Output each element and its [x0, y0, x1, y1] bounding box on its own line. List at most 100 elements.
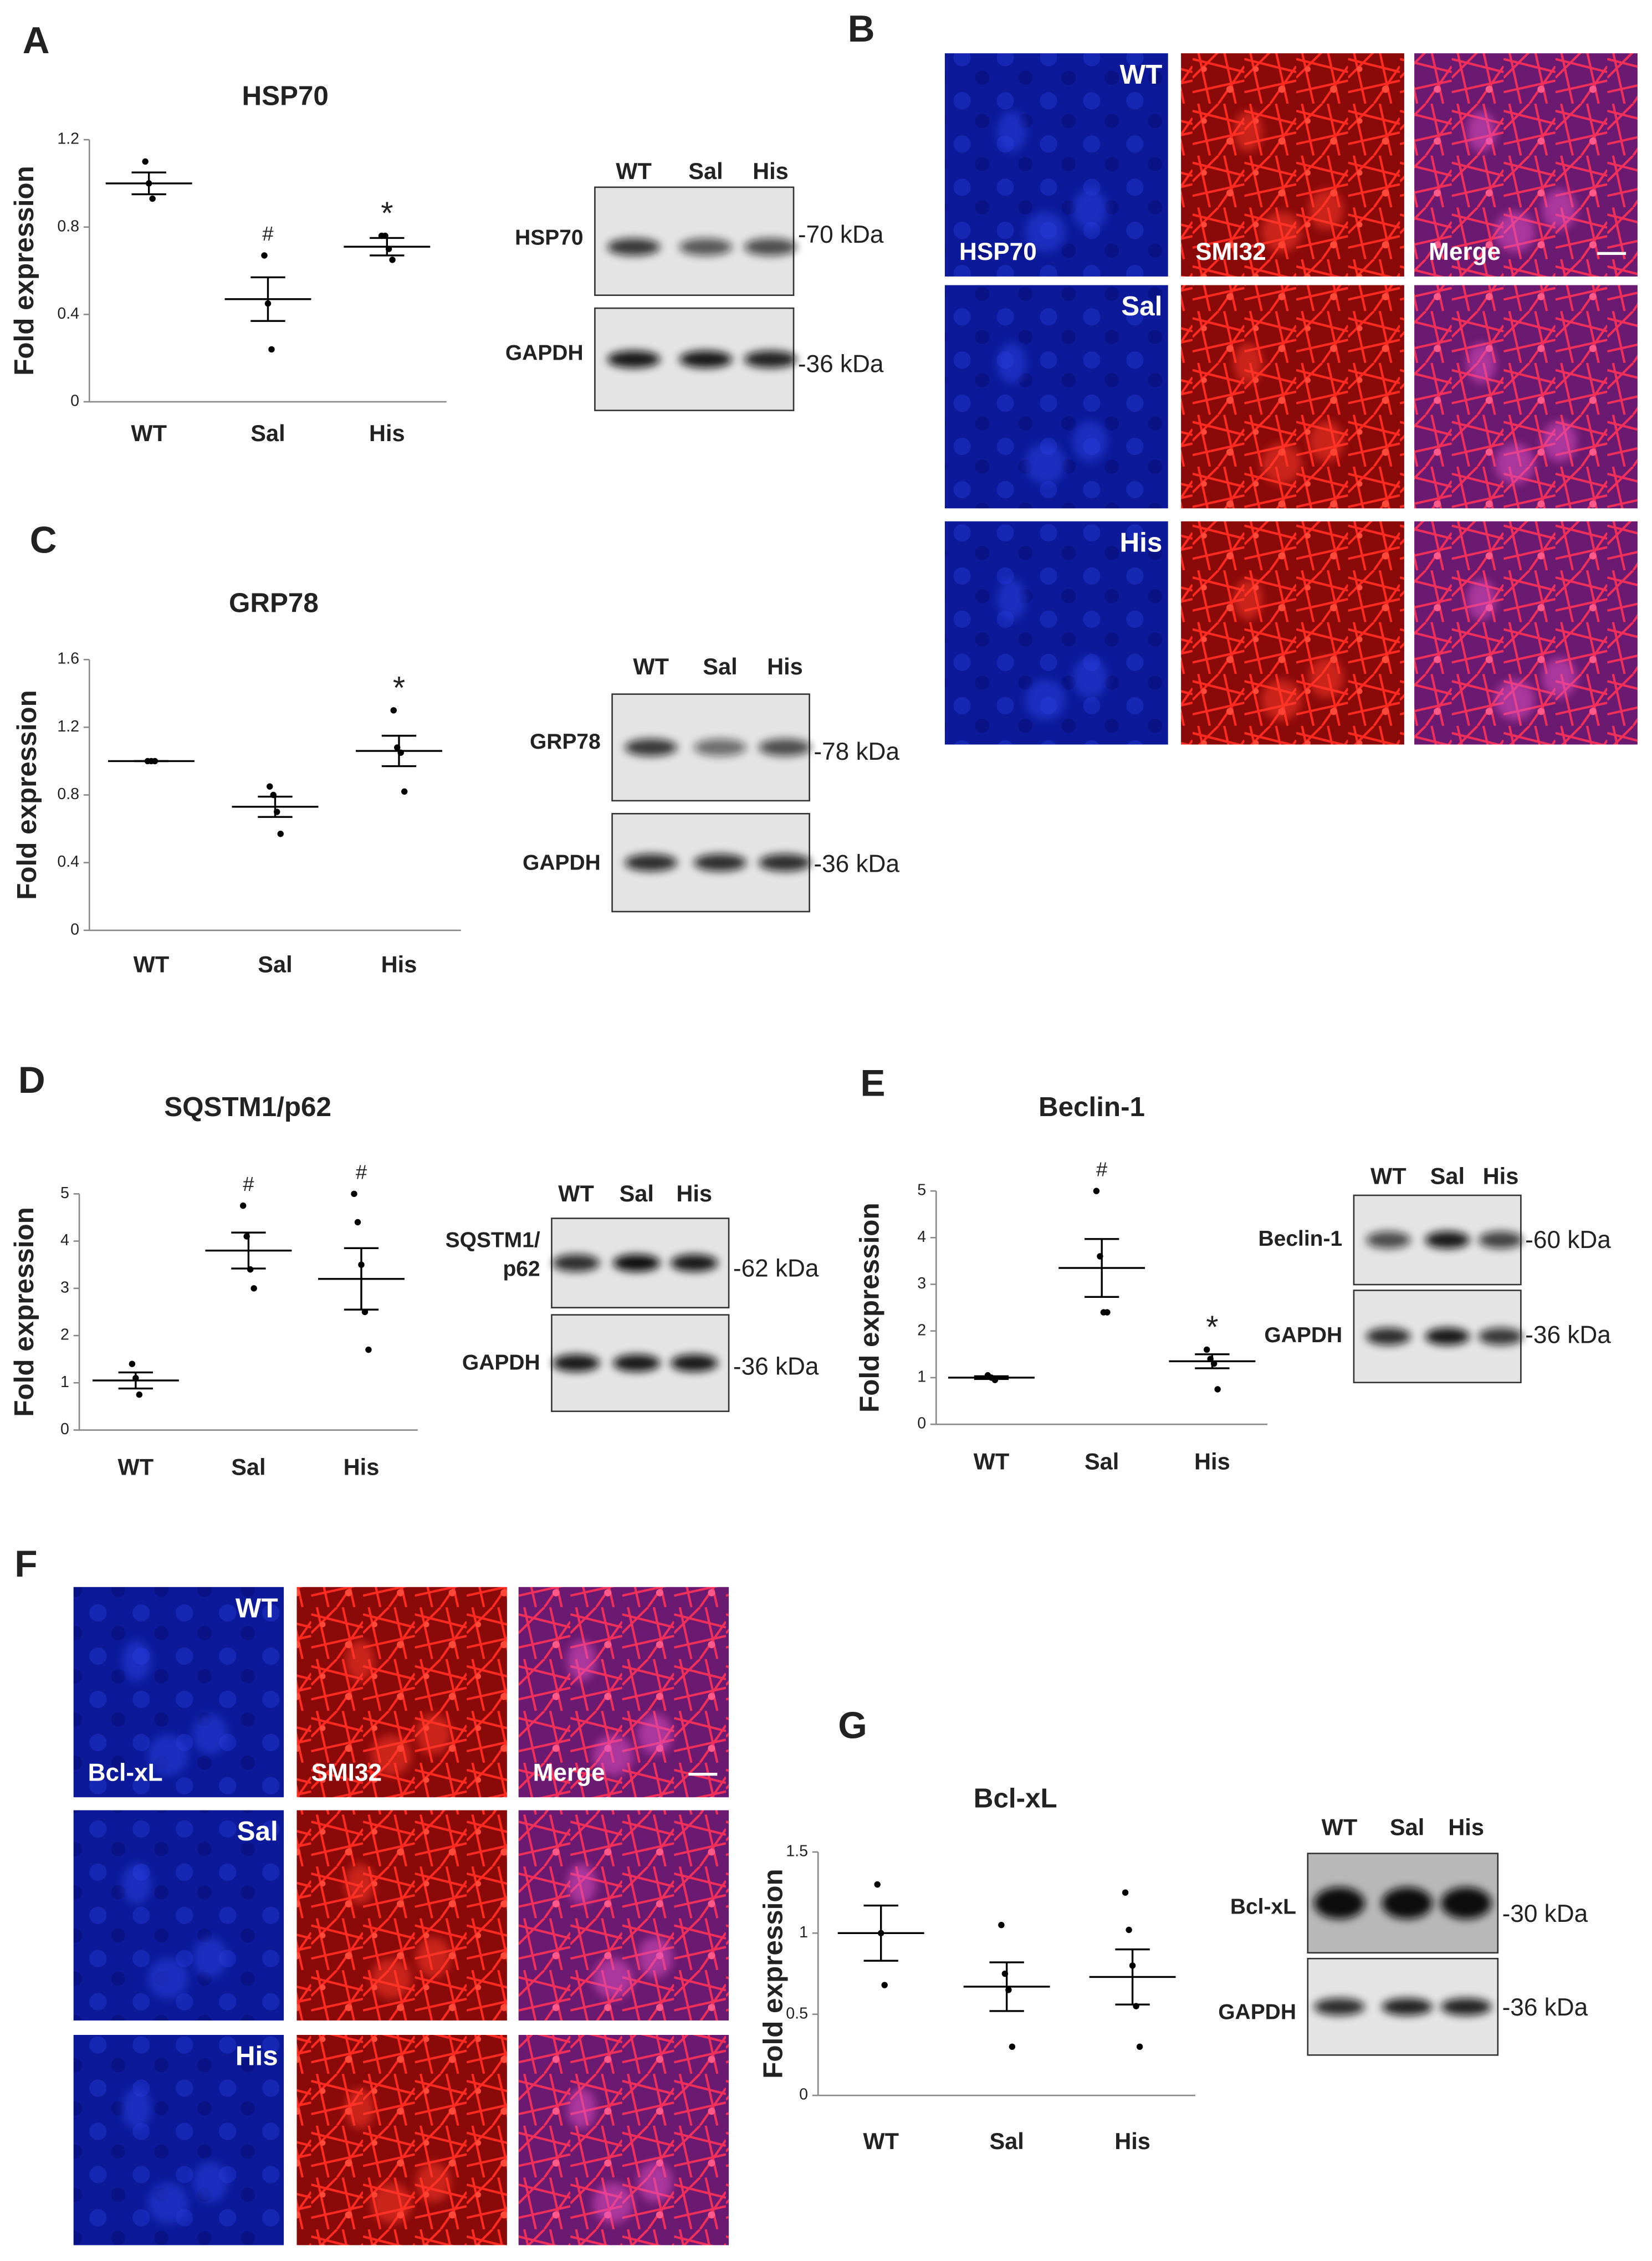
x-tick-label: Sal	[258, 952, 292, 978]
channel-label: SMI32	[1195, 238, 1266, 265]
group-label: Sal	[1121, 291, 1162, 321]
y-tick-label: 1.2	[57, 718, 79, 735]
protein-label: SQSTM1/	[446, 1228, 540, 1252]
size-label: -62 kDa	[733, 1255, 819, 1282]
y-tick-label: 2	[60, 1326, 69, 1344]
cell-body	[122, 2088, 151, 2129]
y-tick-label: 1.2	[57, 130, 79, 148]
cell-body	[638, 2162, 673, 2202]
data-point	[129, 1360, 136, 1367]
data-point	[142, 158, 149, 165]
blot-band	[758, 854, 811, 872]
group-label: Sal	[237, 1816, 278, 1846]
panel-label: G	[838, 1705, 867, 1746]
y-axis-label: Fold expression	[854, 1203, 884, 1413]
y-tick-label: 0	[70, 920, 79, 938]
x-tick-label: WT	[974, 1448, 1010, 1474]
panel-label: C	[30, 520, 57, 561]
blot-band	[694, 854, 746, 872]
data-point	[1122, 1889, 1129, 1896]
blot-band	[679, 238, 733, 256]
blot-band	[625, 739, 678, 756]
size-label: -30 kDa	[1502, 1900, 1588, 1927]
cell-body	[416, 1714, 451, 1754]
cell-body	[1261, 679, 1302, 720]
size-label: -36 kDa	[798, 351, 884, 378]
cell-body	[148, 2183, 188, 2223]
y-axis-label: Fold expression	[12, 690, 42, 900]
y-tick-label: 3	[60, 1278, 69, 1296]
panel-label: D	[18, 1060, 45, 1101]
y-axis-label: Fold expression	[9, 1207, 39, 1417]
protein-label: GAPDH	[1264, 1323, 1342, 1347]
y-tick-label: 5	[917, 1181, 926, 1199]
group-label: WT	[1120, 59, 1163, 90]
cell-body	[1308, 657, 1344, 698]
x-tick-label: Sal	[989, 2128, 1024, 2154]
cell-body	[1025, 443, 1066, 484]
blot-band	[553, 1254, 600, 1272]
cell-body	[371, 1735, 412, 1776]
x-tick-label: WT	[134, 952, 170, 978]
y-tick-label: 1	[917, 1368, 926, 1385]
cell-body	[1261, 212, 1302, 252]
y-tick-label: 0	[917, 1415, 926, 1433]
y-tick-label: 0	[60, 1420, 69, 1438]
cell-body	[997, 579, 1026, 620]
x-tick-label: Sal	[1085, 1448, 1119, 1474]
significance-mark: #	[262, 222, 274, 245]
size-label: -36 kDa	[1525, 1321, 1611, 1348]
cell-body	[193, 1937, 228, 1978]
y-tick-label: 0.8	[57, 785, 79, 803]
data-point	[1203, 1346, 1210, 1353]
y-axis-label: Fold expression	[758, 1869, 788, 2079]
cell-body	[416, 2162, 451, 2202]
y-tick-label: 0	[70, 392, 79, 410]
data-point	[136, 1391, 143, 1398]
lane-label: His	[1448, 1814, 1484, 1840]
lane-label: His	[767, 653, 803, 679]
chart-title: GRP78	[229, 588, 319, 618]
y-tick-label: 4	[60, 1231, 69, 1249]
protein-label: GAPDH	[462, 1351, 540, 1374]
x-tick-label: Sal	[250, 420, 285, 446]
data-point	[261, 252, 268, 259]
data-point	[149, 195, 156, 202]
significance-mark: #	[1096, 1158, 1108, 1180]
blot-band	[1425, 1231, 1470, 1249]
data-point	[389, 257, 396, 263]
blot-band	[679, 350, 733, 368]
cell-body	[122, 1864, 151, 1904]
y-axis-label: Fold expression	[9, 166, 39, 376]
cell-body	[371, 1958, 412, 1999]
x-tick-label: His	[369, 420, 405, 446]
blot-band	[1440, 1998, 1492, 2016]
data-point	[351, 1190, 357, 1198]
significance-mark: #	[243, 1173, 254, 1195]
cell-body	[1072, 421, 1107, 462]
cell-body	[1466, 579, 1496, 620]
cell-body	[997, 343, 1026, 383]
cell-body	[567, 1864, 596, 1904]
channel-label: Merge	[533, 1759, 605, 1786]
y-tick-label: 1.5	[786, 1843, 808, 1860]
data-point	[239, 1202, 247, 1209]
protein-label: GAPDH	[523, 851, 601, 875]
cell-body	[148, 1958, 188, 1999]
cell-body	[345, 2088, 375, 2129]
protein-label: p62	[503, 1257, 540, 1281]
size-label: -36 kDa	[814, 851, 899, 878]
y-tick-label: 0.5	[786, 2004, 808, 2022]
cell-body	[345, 1864, 375, 1904]
cell-body	[1494, 679, 1535, 720]
x-tick-label: His	[1194, 1448, 1230, 1474]
blot-band	[1314, 1998, 1365, 2016]
blot-band	[1478, 1328, 1523, 1346]
protein-label: GRP78	[530, 730, 601, 754]
significance-mark: #	[356, 1161, 367, 1184]
x-tick-label: WT	[863, 2128, 899, 2154]
protein-label: Bcl-xL	[1230, 1895, 1296, 1919]
protein-label: GAPDH	[1218, 2000, 1296, 2024]
